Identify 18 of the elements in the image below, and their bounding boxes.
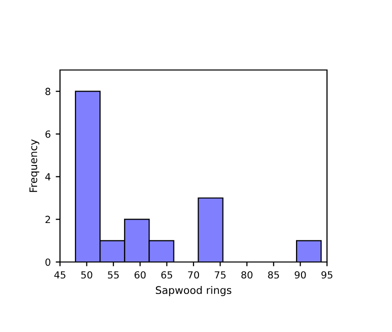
x-tick-label: 65 [161,271,172,279]
y-tick-label: 2 [46,216,50,224]
x-tick-label: 55 [108,271,119,279]
y-tick-label: 8 [45,88,50,96]
x-tick-label: 85 [268,271,279,279]
x-axis-title: Sapwood rings [156,286,232,296]
y-axis-title: Frequency [29,139,40,192]
x-tick-label: 60 [134,271,146,279]
x-tick-label: 45 [54,271,66,279]
x-tick-label: 90 [294,271,306,279]
x-tick-label: 95 [321,271,332,279]
x-tick-label: 80 [241,271,252,279]
y-tick-label: 6 [45,130,50,138]
x-tick-label: 70 [188,271,200,279]
x-tick-label: 75 [214,271,226,279]
y-tick-label: 0 [45,258,50,266]
y-tick-label: 4 [45,173,50,180]
x-tick-label: 50 [81,271,92,279]
